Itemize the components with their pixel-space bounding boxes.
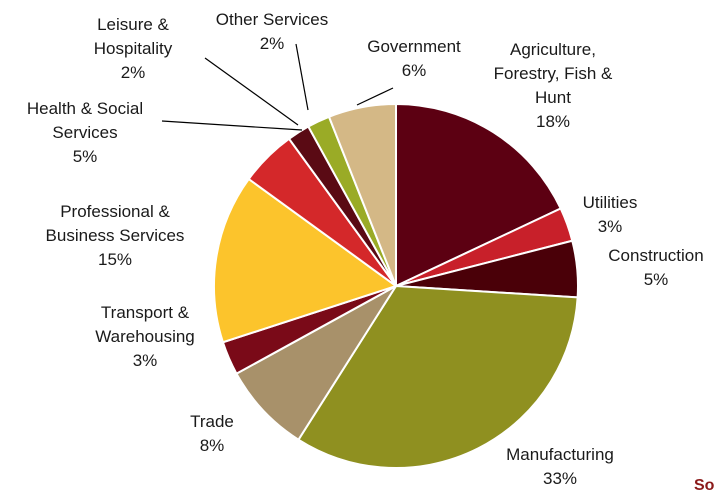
leader-line: [295, 43, 309, 111]
source-note: So: [694, 477, 715, 493]
leader-line: [356, 87, 394, 106]
slice-label: Other Services 2%: [216, 10, 328, 53]
slice-label: Transport & Warehousing 3%: [95, 303, 195, 370]
pie-slice-professional-business-services: [213, 177, 399, 344]
slice-label: Professional & Business Services 15%: [46, 202, 185, 269]
leader-lines: [161, 43, 394, 131]
slice-label: Government 6%: [367, 37, 461, 80]
pie-slice-government: [327, 102, 397, 287]
slice-label: Manufacturing 33%: [506, 445, 614, 488]
leader-line: [204, 57, 299, 126]
slice-label: Construction 5%: [608, 246, 703, 289]
slice-label: Leisure & Hospitality 2%: [94, 15, 173, 82]
leader-line: [161, 120, 303, 131]
slice-label: Agriculture, Forestry, Fish & Hunt 18%: [494, 40, 613, 131]
slice-label: Health & Social Services 5%: [27, 99, 143, 166]
slice-labels: Agriculture, Forestry, Fish & Hunt 18% Utili…: [27, 10, 704, 488]
pie-slices: [213, 102, 579, 469]
slice-label: Trade 8%: [190, 412, 234, 455]
slice-label: Utilities 3%: [583, 193, 638, 236]
pie-slice-trade: [235, 285, 397, 442]
pie-slice-agriculture-forestry-fish-hunt: [395, 102, 563, 288]
